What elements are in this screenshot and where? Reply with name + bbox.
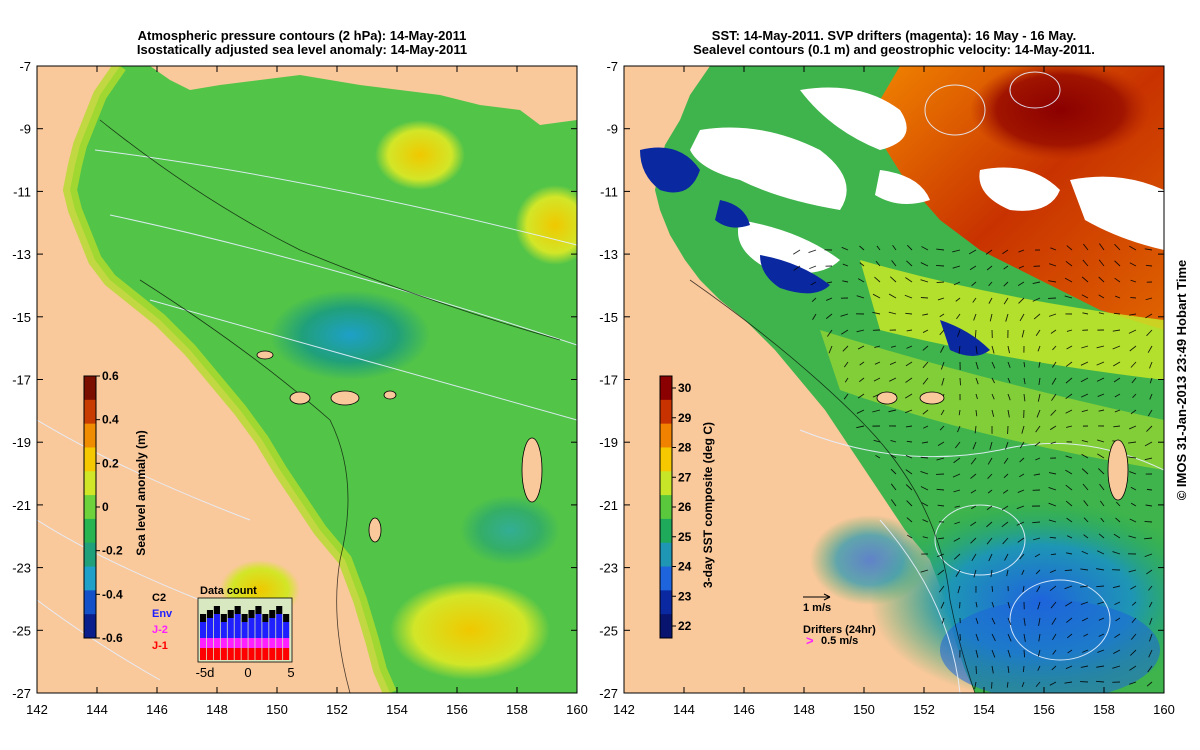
left-colorbar-tick: 0.6: [102, 369, 119, 383]
right-colorbar: 30 29 28 27 26 25 24 23 22: [659, 375, 692, 639]
right-lat-tick-label: -17: [599, 373, 618, 388]
mission-label: J-1: [152, 640, 168, 652]
left-lon-tick-label: 158: [506, 702, 528, 717]
left-colorbar-tick: 0.2: [102, 456, 119, 470]
right-colorbar-tick: 30: [678, 381, 692, 395]
right-lat-tick-label: -9: [606, 122, 618, 137]
right-colorbar-tick: 22: [678, 619, 692, 633]
left-colorbar-tick: -0.2: [102, 544, 123, 558]
left-lon-tick-label: 150: [266, 702, 288, 717]
left-lon-tick-label: 144: [86, 702, 108, 717]
right-lat-tick-label: -23: [599, 561, 618, 576]
left-colorbar: 0.6 0.4 0.2 0 -0.2 -0.4 -0.6: [83, 369, 123, 645]
right-colorbar-tick: 29: [678, 411, 692, 425]
left-colorbar-tick: -0.4: [102, 587, 123, 601]
drifters-legend: Drifters (24hr) > 0.5 m/s: [803, 624, 876, 648]
right-lon-tick-label: 150: [853, 702, 875, 717]
left-lon-tick-label: 152: [326, 702, 348, 717]
right-lon-tick-label: 160: [1153, 702, 1175, 717]
credit-text: © IMOS 31-Jan-2013 23:49 Hobart Time: [1174, 260, 1189, 501]
right-colorbar-tick: 26: [678, 500, 692, 514]
velocity-scale: 1 m/s: [803, 593, 831, 614]
drifters-speed-label: 0.5 m/s: [821, 635, 858, 647]
right-colorbar-label: 3-day SST composite (deg C): [701, 422, 715, 588]
right-lon-tick-label: 154: [973, 702, 995, 717]
right-lat-tick-label: -15: [599, 310, 618, 325]
right-lon-tick-label: 156: [1033, 702, 1055, 717]
left-title-line1: Atmospheric pressure contours (2 hPa): 1…: [138, 28, 467, 43]
data-count-tick: 5: [287, 665, 294, 680]
right-lat-tick-label: -13: [599, 247, 618, 262]
left-colorbar-label: Sea level anomaly (m): [134, 430, 148, 555]
left-lat-tick-label: -21: [12, 498, 31, 513]
left-lat-tick-label: -17: [12, 373, 31, 388]
right-lon-tick-label: 146: [733, 702, 755, 717]
right-lat-tick-label: -7: [606, 59, 618, 74]
drifter-arrow-icon: >: [806, 633, 814, 648]
mission-label: J-2: [152, 624, 168, 636]
left-lat-tick-label: -23: [12, 561, 31, 576]
left-lon-tick-label: 156: [446, 702, 468, 717]
left-lat-tick-label: -25: [12, 623, 31, 638]
data-count-tick: -5d: [196, 665, 215, 680]
left-lat-tick-label: -7: [19, 59, 31, 74]
mission-label: C2: [152, 592, 166, 604]
right-lon-tick-label: 142: [613, 702, 635, 717]
left-lon-tick-label: 160: [566, 702, 588, 717]
right-lat-tick-label: -11: [600, 184, 618, 199]
right-colorbar-tick: 28: [678, 441, 692, 455]
left-lon-tick-label: 142: [26, 702, 48, 717]
data-count-tick: 0: [244, 665, 251, 680]
left-title-line2: Isostatically adjusted sea level anomaly…: [137, 42, 467, 57]
right-title-line2: Sealevel contours (0.1 m) and geostrophi…: [693, 42, 1095, 57]
drifters-label: Drifters (24hr): [803, 624, 876, 636]
left-lat-tick-label: -19: [12, 435, 31, 450]
left-lat-tick-label: -27: [12, 686, 31, 701]
mission-label: Env: [152, 608, 173, 620]
right-lon-tick-label: 152: [913, 702, 935, 717]
left-axes: 142 144 146 148 150 152 154 156 158 160 -7 -9 -11 -13…: [12, 59, 588, 717]
right-lat-tick-label: -21: [599, 498, 618, 513]
right-map-panel: 30 29 28 27 26 25 24 23 22 3-day SST composite (…: [623, 65, 1165, 694]
right-colorbar-tick: 27: [678, 470, 692, 484]
right-lat-tick-label: -25: [599, 623, 618, 638]
right-lon-tick-label: 158: [1093, 702, 1115, 717]
right-lat-tick-label: -27: [599, 686, 618, 701]
mission-legend: C2 Env J-2 J-1: [152, 592, 173, 652]
data-count-title: Data count: [200, 585, 257, 597]
left-map-panel: 0.6 0.4 0.2 0 -0.2 -0.4 -0.6 Sea level anomaly…: [36, 65, 578, 694]
right-title-line1: SST: 14-May-2011. SVP drifters (magenta)…: [712, 28, 1076, 43]
left-lat-tick-label: -9: [19, 122, 31, 137]
left-lat-tick-label: -11: [13, 184, 31, 199]
left-colorbar-tick: 0.4: [102, 413, 119, 427]
right-colorbar-tick: 23: [678, 589, 692, 603]
left-colorbar-tick: 0: [102, 500, 109, 514]
data-count-inset: Data count -5d 0 5: [196, 585, 295, 680]
right-axes: 142 144 146 148 150 152 154 156 158 160 -7 -9 -11 -13…: [599, 59, 1175, 717]
left-sea: [70, 66, 577, 693]
left-lon-tick-label: 154: [386, 702, 408, 717]
right-colorbar-tick: 25: [678, 530, 692, 544]
right-lat-tick-label: -19: [599, 435, 618, 450]
right-colorbar-tick: 24: [678, 560, 692, 574]
right-lon-tick-label: 148: [793, 702, 815, 717]
right-lon-tick-label: 144: [673, 702, 695, 717]
left-colorbar-tick: -0.6: [102, 631, 123, 645]
left-lon-tick-label: 148: [206, 702, 228, 717]
left-lat-tick-label: -13: [12, 247, 31, 262]
velocity-scale-label: 1 m/s: [803, 602, 831, 614]
left-lat-tick-label: -15: [12, 310, 31, 325]
left-lon-tick-label: 146: [146, 702, 168, 717]
